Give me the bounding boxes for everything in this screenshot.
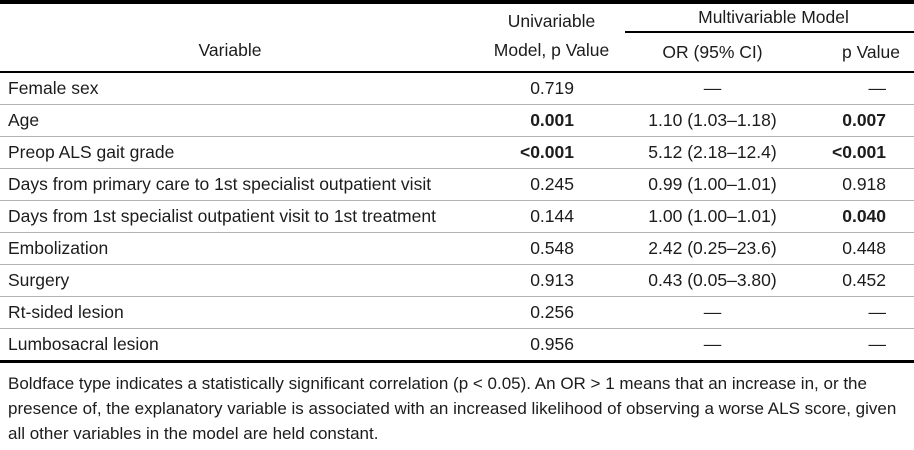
cell-uni-p: 0.144 bbox=[460, 200, 625, 233]
table-row: Preop ALS gait grade <0.001 5.12 (2.18–12.… bbox=[0, 136, 914, 169]
cell-or-ci: 5.12 (2.18–12.4) bbox=[625, 136, 800, 169]
cell-or-ci: 1.10 (1.03–1.18) bbox=[625, 104, 800, 137]
header-row-group: Variable Univariable Model, p Value Mult… bbox=[0, 0, 914, 73]
col-header-univariable-model: Univariable Model, p Value bbox=[460, 0, 625, 73]
cell-uni-p: 0.719 bbox=[530, 78, 574, 98]
cell-variable: Days from primary care to 1st specialist… bbox=[0, 168, 460, 201]
cell-variable: Female sex bbox=[8, 78, 99, 98]
cell-variable: Preop ALS gait grade bbox=[0, 136, 460, 169]
table-row: Days from 1st specialist outpatient visi… bbox=[0, 200, 914, 233]
cell-or-ci: — bbox=[625, 328, 800, 363]
regression-table: Variable Univariable Model, p Value Mult… bbox=[0, 0, 914, 363]
cell-p: 0.918 bbox=[800, 168, 914, 201]
cell-or-ci: 0.99 (1.00–1.01) bbox=[625, 168, 800, 201]
table-row: Embolization 0.548 2.42 (0.25–23.6) 0.448 bbox=[0, 232, 914, 265]
table-row: Age 0.001 1.10 (1.03–1.18) 0.007 bbox=[0, 104, 914, 137]
table-row: Rt-sided lesion 0.256— — bbox=[0, 296, 914, 329]
table-row: Days from primary care to 1st specialist… bbox=[0, 168, 914, 201]
cell-p: 0.448 bbox=[800, 232, 914, 265]
cell-uni-p: 0.256 bbox=[460, 296, 625, 329]
cell-or-ci: 1.00 (1.00–1.01) bbox=[625, 200, 800, 233]
cell-p: — bbox=[868, 78, 887, 98]
cell-uni-p: 0.245 bbox=[460, 168, 625, 201]
cell-uni-p: 0.913 bbox=[460, 264, 625, 297]
footnote: Boldface type indicates a statistically … bbox=[8, 374, 897, 443]
table-row: Female sex 0.719 — — bbox=[0, 72, 914, 105]
col-header-or-ci: OR (95% CI) bbox=[625, 32, 800, 73]
cell-or-ci: 0.43 (0.05–3.80) bbox=[625, 264, 800, 297]
col-header-univariable-line1: Univariable bbox=[507, 11, 596, 31]
cell-variable: Lumbosacral lesion bbox=[0, 328, 460, 363]
cell-variable: Surgery bbox=[0, 264, 460, 297]
table-row: Surgery 0.913 0.43 (0.05–3.80) 0.452 bbox=[0, 264, 914, 297]
cell-p: 0.040 bbox=[800, 200, 914, 233]
cell-variable: Age bbox=[0, 104, 460, 137]
cell-or-ci: 2.42 (0.25–23.6) bbox=[625, 232, 800, 265]
cell-p: <0.001 bbox=[800, 136, 914, 169]
cell-variable: Rt-sided lesion bbox=[0, 296, 460, 329]
cell-uni-p: 0.001 bbox=[460, 104, 625, 137]
col-header-variable: Variable bbox=[0, 0, 460, 73]
table-body: Female sex 0.719— — Age 0.001 1.10 (1.03–1.18… bbox=[0, 72, 914, 363]
cell-variable: Embolization bbox=[0, 232, 460, 265]
cell-uni-p: 0.548 bbox=[460, 232, 625, 265]
table-header: Variable Univariable Model, p Value Mult… bbox=[0, 0, 914, 73]
col-group-header-multivariable-model: Multivariable Model bbox=[625, 0, 914, 33]
cell-or-ci: — bbox=[703, 78, 722, 98]
header-row-sub: OR (95% CI) p Value bbox=[0, 32, 914, 73]
col-header-univariable-line2: Model, p Value bbox=[493, 40, 610, 60]
cell-p: 0.452 bbox=[800, 264, 914, 297]
cell-uni-p: <0.001 bbox=[460, 136, 625, 169]
table-row: Lumbosacral lesion 0.956— — bbox=[0, 328, 914, 363]
cell-or-ci: — bbox=[625, 296, 800, 329]
cell-uni-p: 0.956 bbox=[460, 328, 625, 363]
col-header-p-value: p Value bbox=[800, 32, 914, 73]
cell-variable: Days from 1st specialist outpatient visi… bbox=[0, 200, 460, 233]
cell-p: — bbox=[800, 328, 914, 363]
cell-p: 0.007 bbox=[800, 104, 914, 137]
cell-p: — bbox=[800, 296, 914, 329]
